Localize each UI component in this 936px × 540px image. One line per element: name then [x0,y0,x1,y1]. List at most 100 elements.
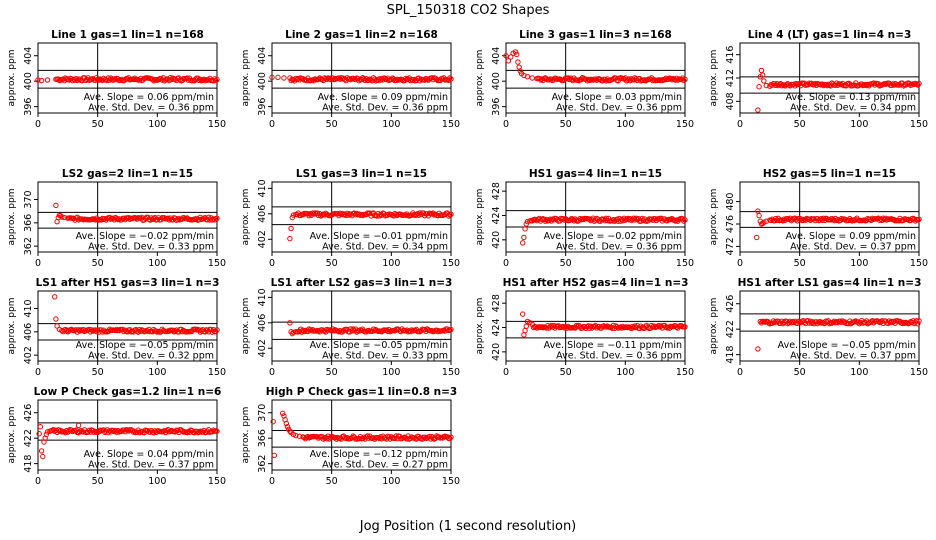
data-point [514,51,520,58]
panel-title: Line 4 (LT) gas=1 lin=4 n=3 [748,29,912,41]
data-point [311,211,317,217]
data-point [654,323,661,330]
data-point [271,452,278,459]
data-point [214,76,220,83]
data-point [214,327,220,333]
x-tick-label: 100 [148,476,166,487]
data-point [839,318,846,324]
x-tick-label: 50 [92,476,104,487]
x-tick-label: 150 [442,476,460,487]
x-tick-label: 150 [208,476,226,487]
y-tick-label: 428 [491,182,502,200]
data-point [755,208,761,214]
x-tick-label: 50 [92,367,104,378]
plot-frame [271,290,452,362]
data-point [63,328,70,334]
x-tick-label: 50 [794,258,806,269]
plot-frame [271,42,452,114]
data-point [287,320,293,326]
y-tick-label: 402 [257,339,268,357]
y-axis-label: approx. ppm [7,407,17,464]
x-tick-label: 0 [35,476,41,487]
x-tick-label: 50 [794,367,806,378]
y-axis-label: approx. ppm [7,50,17,107]
data-point [765,320,772,326]
slope-annotation: Ave. Slope = 0.13 ppm/min [786,92,916,103]
data-point [675,77,681,83]
x-tick-label: 100 [616,119,634,130]
data-point [633,76,639,82]
data-point [161,215,168,221]
y-tick-label: 370 [23,190,34,208]
panel-title: Line 3 gas=1 lin=3 n=168 [519,29,672,41]
slope-annotation: Ave. Slope = −0.12 ppm/min [310,449,448,460]
x-tick-label: 150 [208,258,226,269]
data-point [40,453,46,460]
data-point [433,76,440,83]
data-point [53,202,59,209]
stddev-annotation: Ave. Std. Dev. = 0.36 ppm [556,103,682,114]
panel-7: HS1 gas=4 lin=1 n=15 0 50 100 150 420 424 428 ap… [475,168,694,269]
slope-annotation: Ave. Slope = −0.11 ppm/min [544,340,682,351]
data-point [404,436,410,442]
data-point [89,327,95,333]
stddev-annotation: Ave. Std. Dev. = 0.34 ppm [322,242,448,253]
data-point [213,77,219,84]
x-tick-label: 150 [442,119,460,130]
data-point [172,328,178,334]
y-tick-label: 366 [257,429,268,447]
x-tick-label: 0 [269,367,275,378]
data-point [44,77,51,83]
x-tick-label: 150 [442,367,460,378]
data-point [121,328,127,335]
stddev-annotation: Ave. Std. Dev. = 0.36 ppm [322,103,448,114]
data-point [658,215,664,222]
panel-2: Line 2 gas=1 lin=2 n=168 0 50 100 150 396 400 4… [241,29,460,130]
x-tick-label: 50 [560,258,572,269]
y-tick-label: 410 [257,288,268,306]
data-point [916,216,922,223]
data-point [197,428,203,434]
y-tick-label: 420 [491,343,502,361]
x-tick-label: 50 [92,119,104,130]
data-point [560,216,566,222]
stddev-annotation: Ave. Std. Dev. = 0.32 ppm [88,351,214,362]
x-tick-label: 150 [208,119,226,130]
stddev-annotation: Ave. Std. Dev. = 0.36 ppm [88,103,214,114]
data-point [202,77,208,84]
y-axis-label: approx. ppm [241,407,251,464]
data-point [522,226,528,232]
data-point [763,82,769,89]
x-tick-label: 0 [35,119,41,130]
y-axis-label: approx. ppm [7,298,17,355]
data-point [38,77,45,84]
plot-frame [37,290,218,362]
y-tick-label: 362 [257,455,268,473]
x-tick-label: 100 [148,367,166,378]
data-point [53,316,59,322]
data-point [522,327,528,334]
data-point [505,58,512,64]
data-point [529,75,535,81]
data-point [838,319,845,325]
data-point [517,68,524,74]
data-point [293,432,299,439]
data-point [915,321,921,327]
y-tick-label: 402 [257,230,268,248]
x-tick-label: 0 [737,119,743,130]
panel-4: Line 4 (LT) gas=1 lin=4 n=3 0 50 100 150 408 4… [709,29,928,130]
data-point [681,77,687,84]
stddev-annotation: Ave. Std. Dev. = 0.33 ppm [322,351,448,362]
data-point [521,234,527,241]
data-point [520,240,526,246]
data-point [667,76,674,82]
panel-12: HS1 after LS1 gas=4 lin=1 n=3 0 50 100 150 41… [709,277,928,378]
data-point [281,75,287,81]
x-tick-label: 100 [382,367,400,378]
data-point [759,72,766,78]
x-tick-label: 100 [148,258,166,269]
panel-title: LS1 gas=3 lin=1 n=15 [296,168,427,180]
panel-title: HS1 after HS2 gas=4 lin=1 n=3 [503,277,689,289]
x-tick-label: 50 [326,367,338,378]
data-point [567,217,574,223]
